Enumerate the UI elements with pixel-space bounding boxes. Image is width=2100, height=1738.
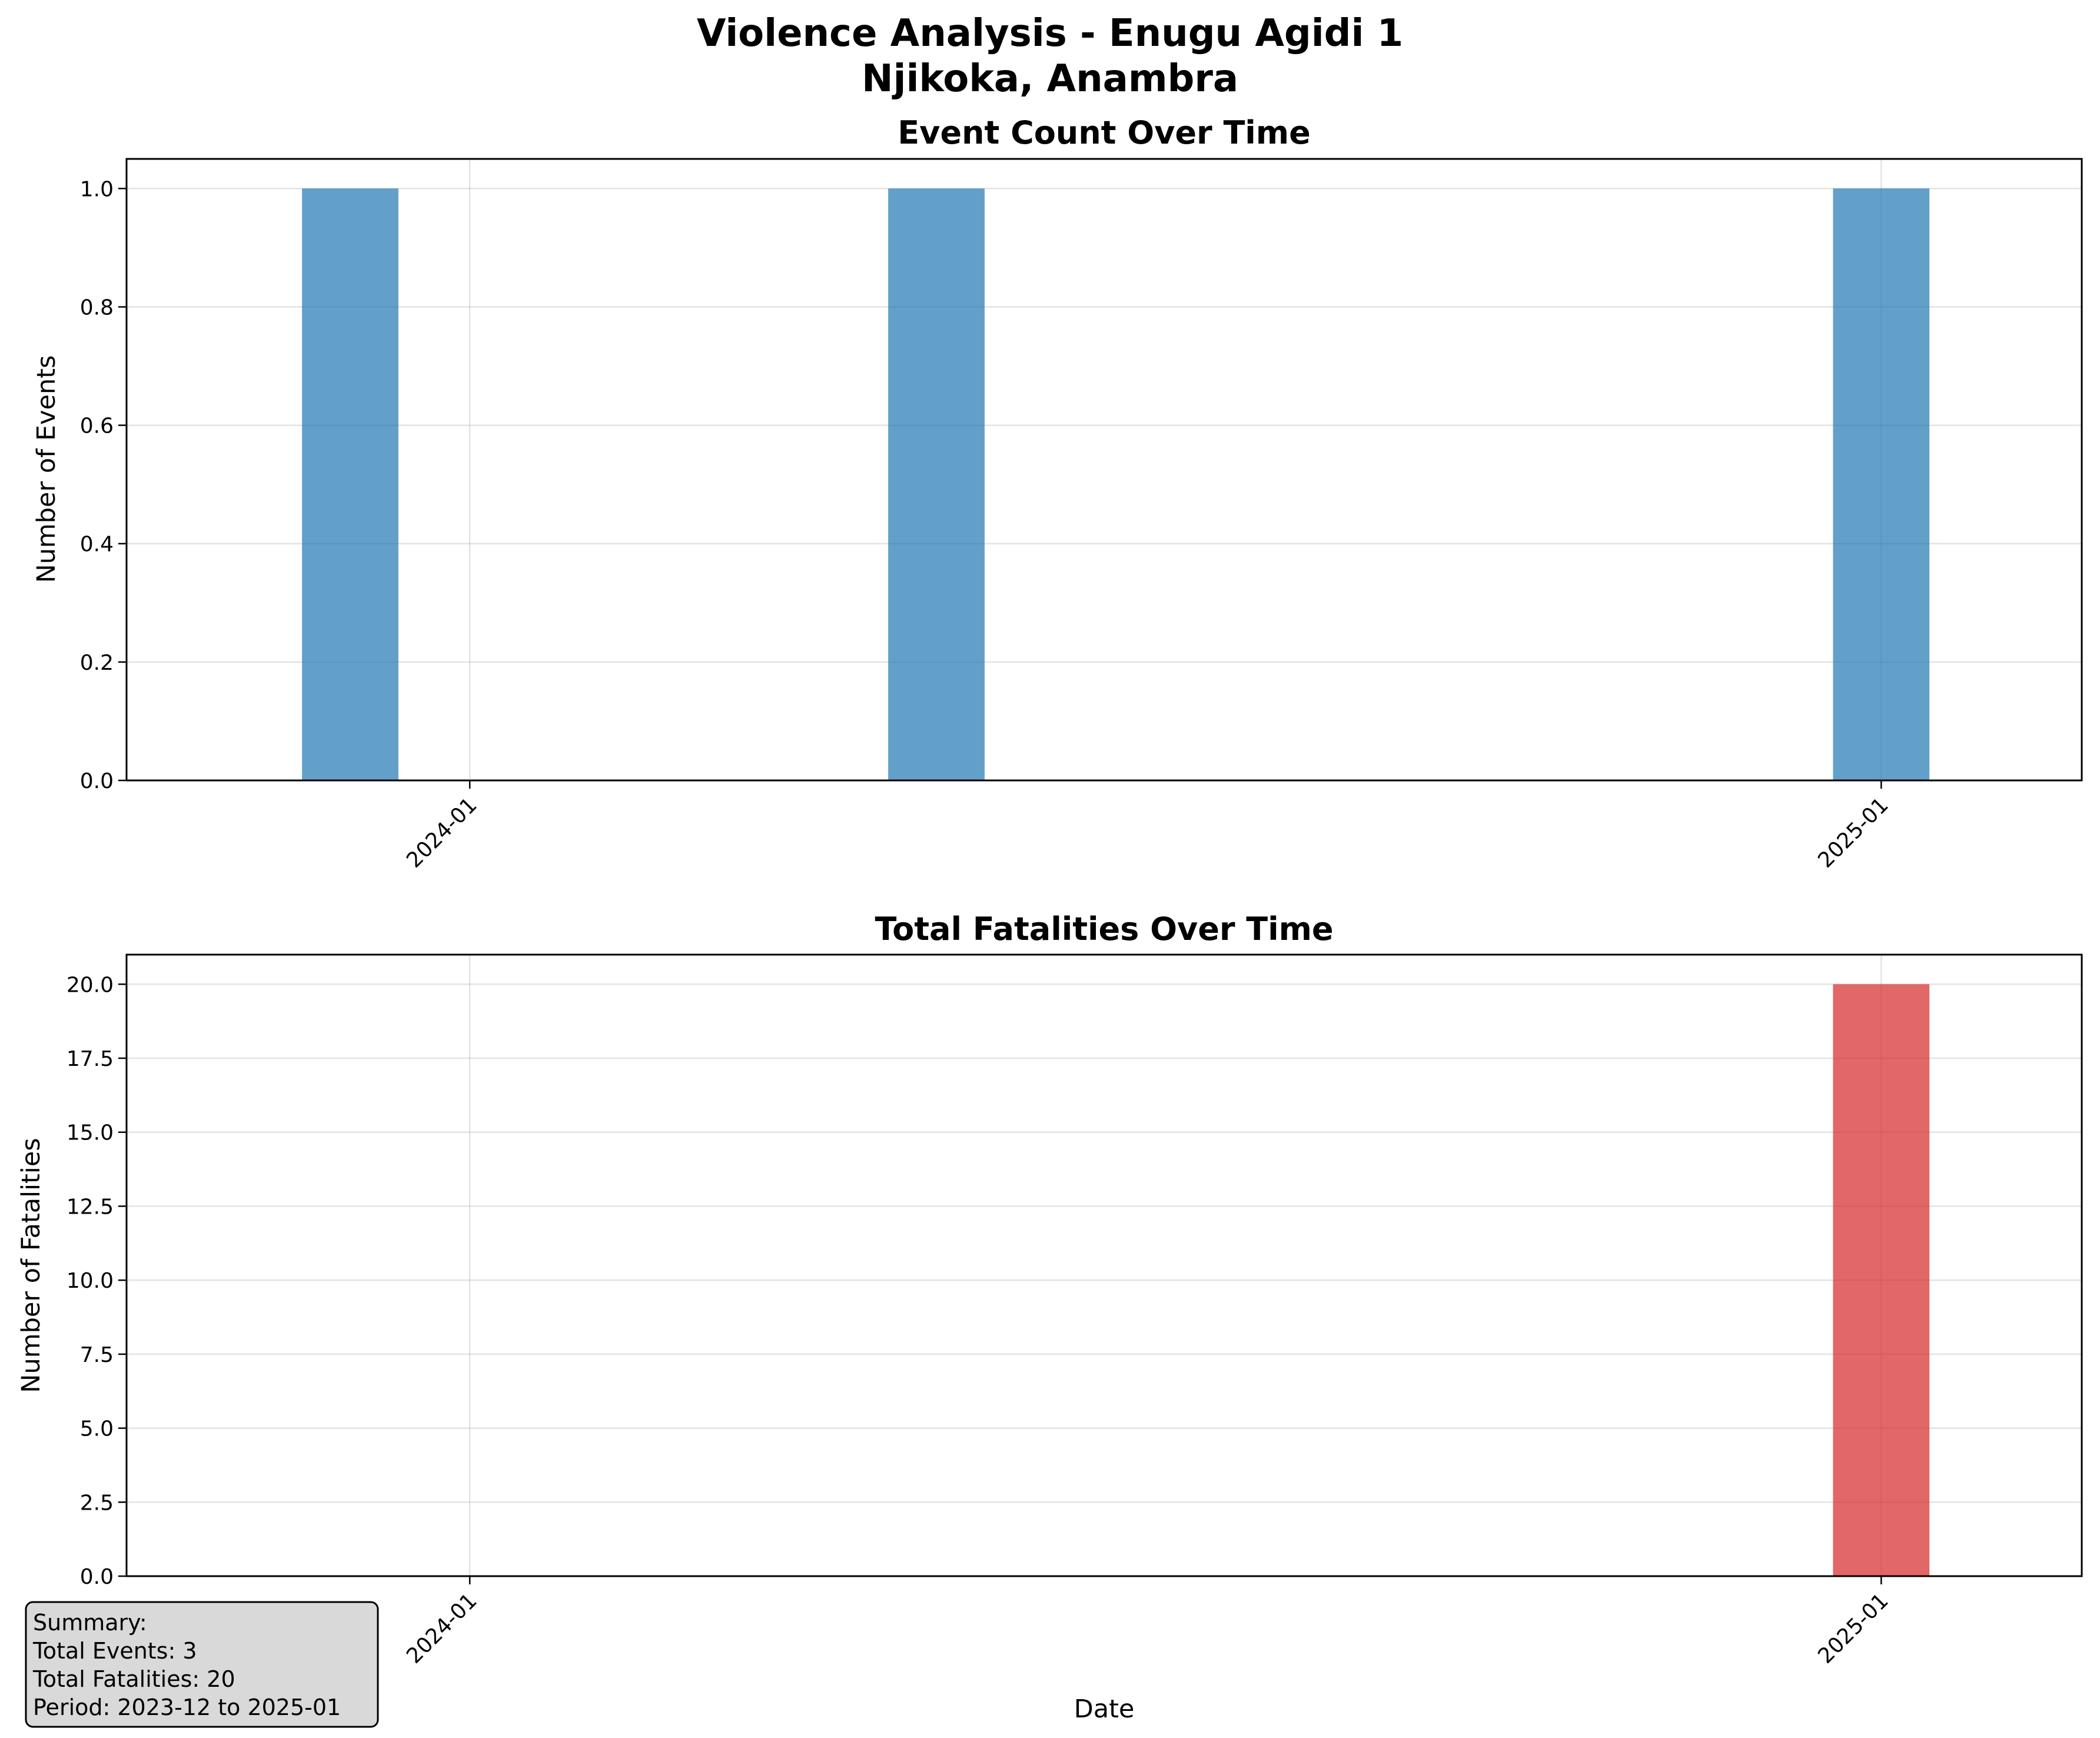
fatalities-ytick-label: 15.0 — [67, 1121, 114, 1145]
fatalities-ytick-label: 17.5 — [67, 1047, 114, 1071]
fatalities-plot-frame — [125, 953, 2083, 1577]
fatalities-bar — [1833, 984, 1930, 1576]
fatalities-title: Total Fatalities Over Time — [875, 910, 1333, 948]
summary-box-background — [25, 1601, 379, 1728]
summary-box: Summary: Total Events: 3 Total Fatalitie… — [25, 1601, 379, 1728]
fatalities-ytick-label: 5.0 — [80, 1417, 114, 1441]
summary-total-events: Total Events: 3 — [32, 1638, 197, 1664]
event-count-ytick-label: 0.4 — [80, 533, 114, 557]
fatalities-xlabel: Date — [1074, 1694, 1135, 1724]
event-count-ytick-label: 0.8 — [80, 295, 114, 320]
event-count-title: Event Count Over Time — [898, 114, 1310, 151]
event-count-ytick-label: 1.0 — [80, 177, 114, 201]
summary-heading: Summary: — [33, 1610, 147, 1636]
event-count-panel: Event Count Over Time Number of Events 0… — [32, 114, 2083, 873]
event-count-ytick-label: 0.2 — [80, 651, 114, 675]
fatalities-ytick-label: 12.5 — [67, 1195, 114, 1219]
figure-title-line2: Njikoka, Anambra — [862, 57, 1238, 101]
summary-total-fatalities: Total Fatalities: 20 — [32, 1666, 235, 1692]
fatalities-bars — [1833, 984, 1930, 1576]
fatalities-ytick-label: 20.0 — [67, 973, 114, 997]
fatalities-y-axis: 0.0 2.5 5.0 7.5 10.0 12.5 15.0 17.5 20.0 — [67, 973, 127, 1589]
fatalities-ytick-label: 10.0 — [67, 1269, 114, 1293]
event-count-ylabel: Number of Events — [32, 355, 61, 583]
fatalities-ytick-label: 2.5 — [80, 1491, 114, 1515]
figure-title-line1: Violence Analysis - Enugu Agidi 1 — [697, 12, 1403, 55]
event-count-y-axis: 0.0 0.2 0.4 0.6 0.8 1.0 — [80, 177, 127, 793]
event-count-plot-frame — [125, 158, 2083, 782]
event-count-ytick-label: 0.0 — [80, 769, 114, 793]
event-count-bars — [302, 188, 1930, 780]
event-count-bar — [1833, 188, 1930, 780]
fatalities-ylabel: Number of Fatalities — [16, 1138, 46, 1393]
fatalities-ytick-label: 0.0 — [80, 1565, 114, 1589]
summary-period: Period: 2023-12 to 2025-01 — [33, 1694, 341, 1720]
event-count-ytick-label: 0.6 — [80, 414, 114, 438]
event-count-bar — [888, 188, 985, 780]
fatalities-ytick-label: 7.5 — [80, 1343, 114, 1367]
event-count-bar — [302, 188, 398, 780]
